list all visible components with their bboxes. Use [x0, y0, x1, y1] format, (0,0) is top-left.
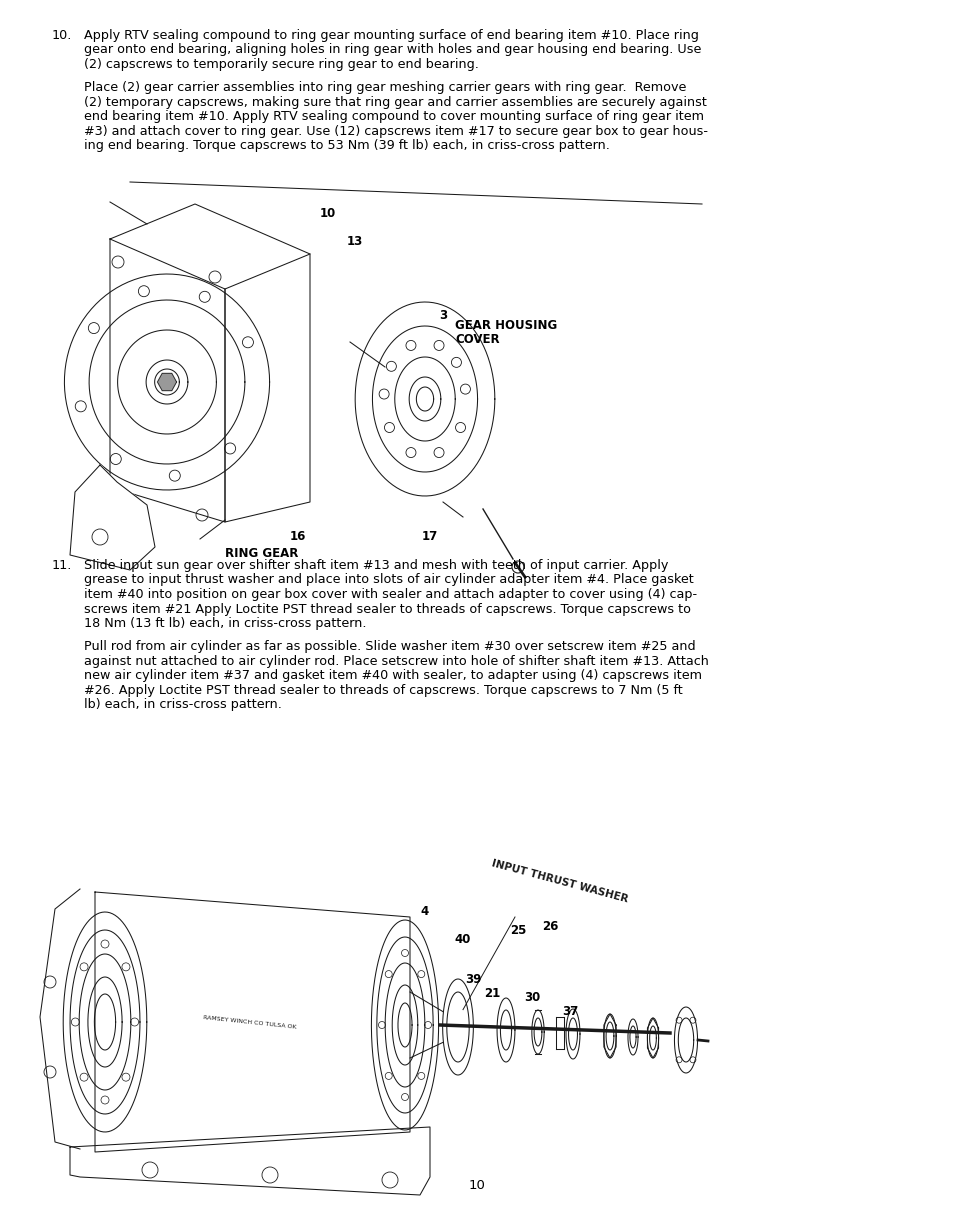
- Text: RING GEAR: RING GEAR: [225, 547, 298, 560]
- Text: COVER: COVER: [455, 333, 499, 346]
- Text: (2) capscrews to temporarily secure ring gear to end bearing.: (2) capscrews to temporarily secure ring…: [84, 58, 478, 71]
- Text: GEAR HOUSING: GEAR HOUSING: [455, 319, 557, 332]
- Text: Place (2) gear carrier assemblies into ring gear meshing carrier gears with ring: Place (2) gear carrier assemblies into r…: [84, 81, 685, 94]
- Text: Slide input sun gear over shifter shaft item #13 and mesh with teeth of input ca: Slide input sun gear over shifter shaft …: [84, 559, 668, 572]
- Text: end bearing item #10. Apply RTV sealing compound to cover mounting surface of ri: end bearing item #10. Apply RTV sealing …: [84, 110, 703, 123]
- Text: RAMSEY WINCH CO TULSA OK: RAMSEY WINCH CO TULSA OK: [203, 1015, 296, 1030]
- Text: 11.: 11.: [52, 559, 72, 572]
- Text: 25: 25: [509, 925, 526, 937]
- Text: 17: 17: [421, 530, 437, 543]
- Text: Apply RTV sealing compound to ring gear mounting surface of end bearing item #10: Apply RTV sealing compound to ring gear …: [84, 29, 699, 42]
- Text: (2) temporary capscrews, making sure that ring gear and carrier assemblies are s: (2) temporary capscrews, making sure tha…: [84, 95, 706, 109]
- Text: #26. Apply Loctite PST thread sealer to threads of capscrews. Torque capscrews t: #26. Apply Loctite PST thread sealer to …: [84, 683, 682, 696]
- Text: gear onto end bearing, aligning holes in ring gear with holes and gear housing e: gear onto end bearing, aligning holes in…: [84, 43, 700, 57]
- Polygon shape: [157, 373, 176, 391]
- Text: 37: 37: [561, 1005, 578, 1018]
- Text: 16: 16: [290, 530, 306, 543]
- Text: new air cylinder item #37 and gasket item #40 with sealer, to adapter using (4) : new air cylinder item #37 and gasket ite…: [84, 669, 701, 682]
- Text: grease to input thrust washer and place into slots of air cylinder adapter item : grease to input thrust washer and place …: [84, 573, 693, 587]
- Text: 13: 13: [347, 235, 363, 247]
- Text: 10: 10: [319, 206, 335, 220]
- Text: screws item #21 Apply Loctite PST thread sealer to threads of capscrews. Torque : screws item #21 Apply Loctite PST thread…: [84, 602, 690, 616]
- Text: against nut attached to air cylinder rod. Place setscrew into hole of shifter sh: against nut attached to air cylinder rod…: [84, 654, 708, 667]
- Text: 18 Nm (13 ft lb) each, in criss-cross pattern.: 18 Nm (13 ft lb) each, in criss-cross pa…: [84, 617, 366, 630]
- Text: ing end bearing. Torque capscrews to 53 Nm (39 ft lb) each, in criss-cross patte: ing end bearing. Torque capscrews to 53 …: [84, 139, 609, 152]
- Text: 10.: 10.: [52, 29, 72, 42]
- Text: 10: 10: [468, 1179, 485, 1193]
- Text: #3) and attach cover to ring gear. Use (12) capscrews item #17 to secure gear bo: #3) and attach cover to ring gear. Use (…: [84, 124, 707, 138]
- Text: 21: 21: [483, 987, 499, 1001]
- Text: 40: 40: [455, 933, 471, 946]
- Text: 30: 30: [523, 991, 539, 1004]
- Text: INPUT THRUST WASHER: INPUT THRUST WASHER: [490, 858, 628, 904]
- Text: 3: 3: [438, 309, 447, 322]
- Text: lb) each, in criss-cross pattern.: lb) each, in criss-cross pattern.: [84, 698, 281, 711]
- Text: item #40 into position on gear box cover with sealer and attach adapter to cover: item #40 into position on gear box cover…: [84, 588, 697, 601]
- Text: 39: 39: [464, 973, 480, 986]
- Text: 26: 26: [541, 920, 558, 933]
- Text: Pull rod from air cylinder as far as possible. Slide washer item #30 over setscr: Pull rod from air cylinder as far as pos…: [84, 640, 695, 653]
- Polygon shape: [70, 465, 154, 570]
- Text: 4: 4: [420, 905, 429, 919]
